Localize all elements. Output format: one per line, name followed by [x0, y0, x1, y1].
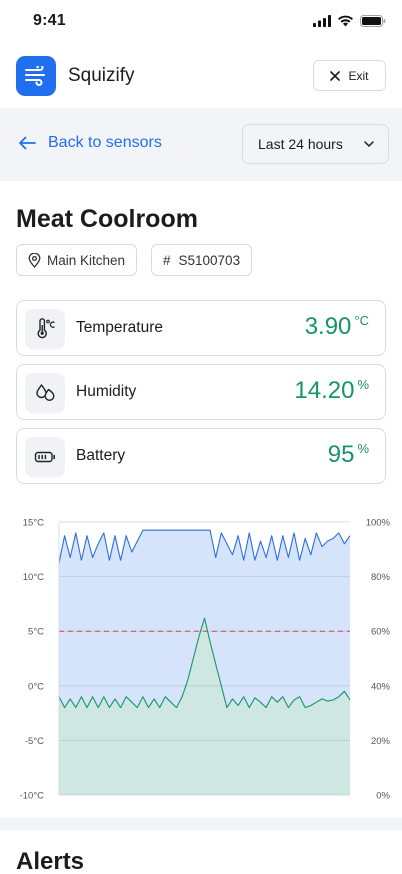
status-time: 9:41 — [33, 12, 66, 29]
serial-chip: # S5100703 — [151, 244, 253, 276]
metric-icon-box — [25, 373, 65, 413]
humidity-value: 14.20 — [294, 377, 355, 404]
droplets-icon — [36, 384, 55, 401]
right-tick-label: 60% — [371, 627, 391, 638]
left-tick-label: 15°C — [23, 518, 44, 529]
left-tick-label: 0°C — [28, 681, 44, 692]
status-bar: 9:41 — [0, 0, 402, 44]
wifi-icon — [338, 15, 353, 27]
chevron-down-icon — [364, 141, 374, 147]
battery-status-icon — [360, 15, 386, 27]
temperature-line — [58, 617, 351, 709]
toolbar: Back to sensors Last 24 hours — [0, 108, 402, 181]
metric-value: 95 % — [328, 440, 369, 470]
humidity-card[interactable]: Humidity 14.20 % — [16, 364, 386, 420]
hash-icon: # — [163, 252, 171, 268]
left-tick-label: 5°C — [28, 627, 44, 638]
location-label: Main Kitchen — [47, 252, 126, 268]
page-title: Meat Coolroom — [16, 205, 198, 233]
right-tick-label: 40% — [371, 681, 391, 692]
exit-label: Exit — [348, 68, 369, 83]
cellular-signal-icon — [313, 15, 331, 27]
temperature-card[interactable]: Temperature 3.90 °C — [16, 300, 386, 356]
metric-label: Humidity — [76, 383, 137, 400]
time-range-select[interactable]: Last 24 hours — [242, 124, 389, 164]
metric-label: Temperature — [76, 319, 164, 336]
temperature-unit: °C — [354, 313, 369, 328]
sensor-chart: 15°C 10°C 5°C 0°C -5°C -10°C 100% 80% 60% 40% 20% 0… — [0, 508, 402, 808]
location-chip: Main Kitchen — [16, 244, 138, 276]
left-tick-label: -5°C — [25, 736, 44, 747]
right-tick-label: 0% — [376, 791, 390, 802]
battery-value: 95 — [327, 441, 355, 468]
battery-icon — [34, 451, 56, 463]
humidity-unit: % — [357, 377, 369, 392]
section-divider — [0, 818, 402, 830]
back-to-sensors-link[interactable]: Back to sensors — [18, 134, 162, 152]
arrow-left-icon — [19, 136, 36, 150]
app-name: Squizify — [68, 65, 135, 86]
temperature-area — [59, 618, 350, 795]
temperature-value: 3.90 — [304, 313, 352, 340]
metric-label: Battery — [76, 447, 126, 464]
status-icons — [313, 15, 386, 27]
battery-unit: % — [357, 441, 369, 456]
battery-card[interactable]: Battery 95 % — [16, 428, 386, 484]
app-logo — [16, 56, 56, 96]
humidity-line — [58, 529, 351, 564]
time-range-value: Last 24 hours — [258, 136, 343, 152]
app-header: Squizify Exit — [0, 52, 402, 100]
wind-logo-icon — [25, 66, 45, 86]
metric-icon-box — [25, 309, 65, 349]
right-tick-label: 20% — [371, 736, 391, 747]
left-tick-label: -10°C — [20, 791, 45, 802]
thermometer-icon — [37, 318, 55, 339]
sensor-chart-svg: 15°C 10°C 5°C 0°C -5°C -10°C 100% 80% 60% 40% 20% 0… — [20, 518, 391, 802]
serial-label: S5100703 — [178, 252, 241, 268]
back-to-sensors-label: Back to sensors — [48, 134, 162, 151]
map-pin-icon — [28, 252, 41, 268]
right-tick-label: 100% — [366, 518, 391, 529]
close-icon — [330, 70, 341, 81]
exit-button[interactable]: Exit — [313, 60, 386, 91]
metric-value: 3.90 °C — [305, 312, 369, 342]
metric-icon-box — [25, 437, 65, 477]
right-tick-label: 80% — [371, 572, 391, 583]
left-tick-label: 10°C — [23, 572, 44, 583]
metric-value: 14.20 % — [294, 376, 369, 406]
alerts-title: Alerts — [16, 848, 85, 874]
